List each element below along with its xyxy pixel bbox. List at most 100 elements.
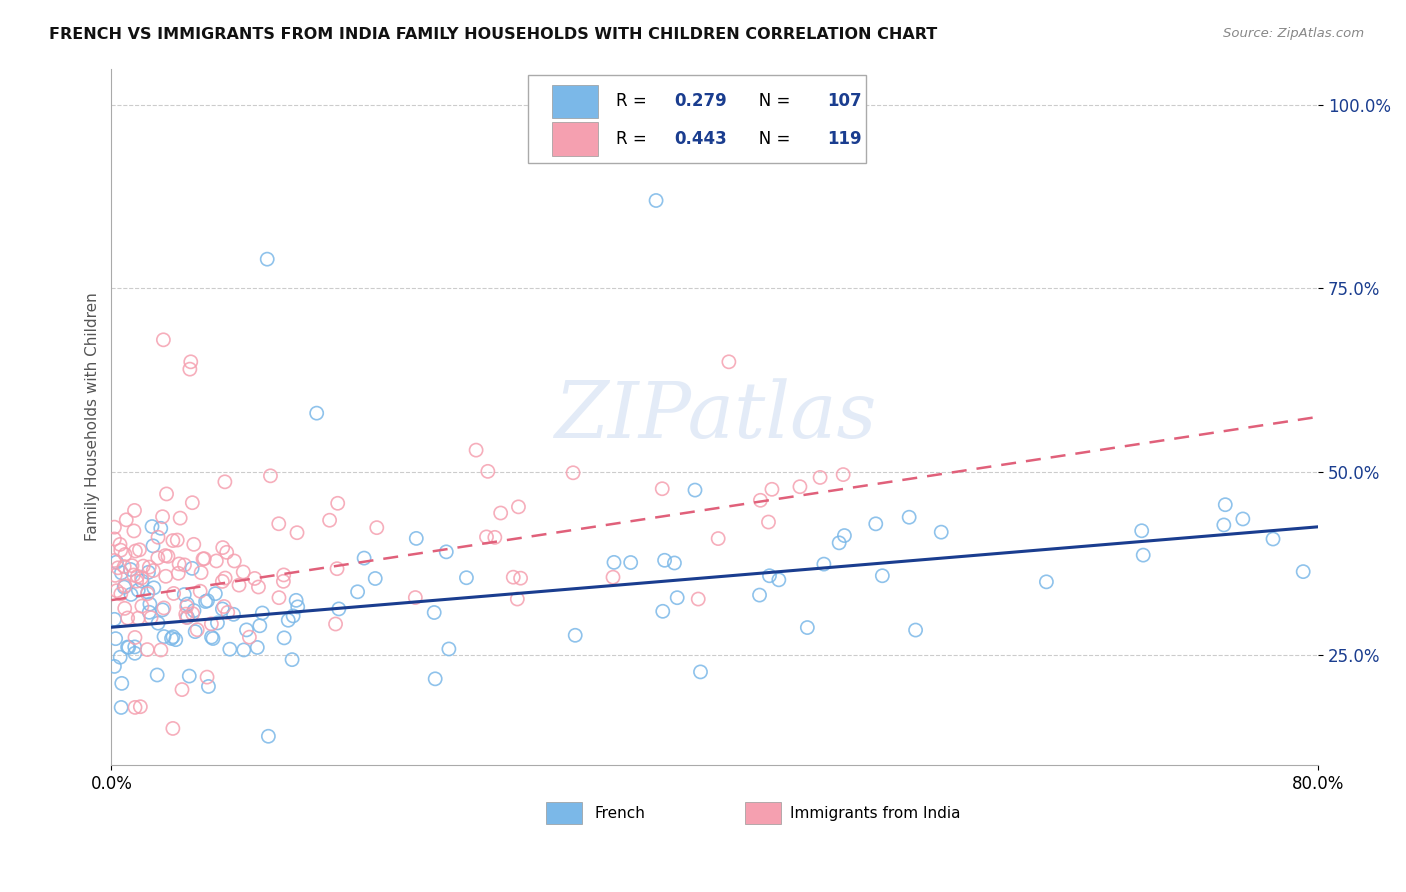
- Point: [405, 532, 427, 546]
- Point: [149, 521, 172, 535]
- Point: [929, 525, 952, 540]
- Point: [108, 650, 131, 665]
- Point: [176, 597, 198, 611]
- Point: [214, 475, 236, 489]
- Point: [437, 642, 460, 657]
- Text: 0.443: 0.443: [673, 130, 727, 148]
- Point: [181, 496, 204, 510]
- Point: [160, 632, 183, 646]
- Point: [1130, 524, 1153, 538]
- Point: [114, 601, 136, 615]
- Point: [1035, 574, 1057, 589]
- Point: [162, 722, 184, 736]
- Point: [141, 519, 163, 533]
- Point: [287, 599, 309, 614]
- Point: [318, 513, 340, 527]
- Point: [666, 591, 689, 605]
- Point: [645, 194, 668, 208]
- Point: [200, 630, 222, 644]
- Point: [1232, 512, 1254, 526]
- Point: [194, 594, 217, 608]
- Point: [509, 571, 531, 585]
- Point: [207, 615, 229, 630]
- Point: [110, 700, 132, 714]
- Point: [179, 362, 201, 376]
- Point: [603, 555, 626, 569]
- Point: [138, 566, 160, 580]
- Point: [146, 530, 169, 544]
- Point: [110, 566, 132, 580]
- Point: [602, 570, 624, 584]
- Text: R =: R =: [616, 130, 652, 148]
- Point: [173, 588, 195, 602]
- FancyBboxPatch shape: [553, 122, 598, 156]
- Point: [898, 510, 921, 524]
- Point: [211, 541, 233, 555]
- Point: [146, 550, 169, 565]
- Point: [256, 252, 278, 267]
- Point: [834, 528, 856, 542]
- Point: [122, 568, 145, 582]
- Point: [217, 606, 239, 620]
- Point: [191, 551, 214, 566]
- Point: [1212, 518, 1234, 533]
- Point: [195, 670, 218, 684]
- Point: [124, 631, 146, 645]
- Point: [136, 642, 159, 657]
- Point: [281, 609, 304, 624]
- Point: [904, 623, 927, 637]
- Point: [118, 640, 141, 655]
- Point: [259, 468, 281, 483]
- Point: [484, 530, 506, 544]
- Point: [235, 623, 257, 637]
- Point: [232, 565, 254, 579]
- Point: [138, 560, 160, 574]
- Point: [122, 524, 145, 538]
- Point: [115, 513, 138, 527]
- Point: [184, 624, 207, 639]
- Text: 107: 107: [827, 93, 862, 111]
- Point: [183, 604, 205, 618]
- Point: [188, 584, 211, 599]
- Point: [749, 493, 772, 508]
- Point: [110, 587, 132, 601]
- Point: [475, 530, 498, 544]
- Point: [107, 561, 129, 575]
- Point: [193, 551, 215, 566]
- Point: [257, 729, 280, 743]
- Point: [169, 511, 191, 525]
- Text: 119: 119: [827, 130, 862, 148]
- FancyBboxPatch shape: [553, 85, 598, 118]
- Point: [218, 642, 240, 657]
- Point: [502, 570, 524, 584]
- Point: [366, 521, 388, 535]
- Point: [215, 545, 238, 559]
- Point: [285, 593, 308, 607]
- FancyBboxPatch shape: [527, 76, 866, 162]
- Point: [162, 630, 184, 644]
- Point: [129, 699, 152, 714]
- Point: [212, 599, 235, 614]
- Point: [707, 532, 730, 546]
- Point: [434, 545, 457, 559]
- Point: [651, 482, 673, 496]
- Text: FRENCH VS IMMIGRANTS FROM INDIA FAMILY HOUSEHOLDS WITH CHILDREN CORRELATION CHAR: FRENCH VS IMMIGRANTS FROM INDIA FAMILY H…: [49, 27, 938, 42]
- Point: [273, 574, 295, 589]
- Y-axis label: Family Households with Children: Family Households with Children: [86, 293, 100, 541]
- Text: French: French: [595, 805, 645, 821]
- Point: [190, 566, 212, 580]
- Point: [224, 554, 246, 568]
- Point: [108, 537, 131, 551]
- Point: [117, 611, 139, 625]
- Point: [153, 601, 176, 615]
- Point: [139, 610, 162, 624]
- Point: [277, 613, 299, 627]
- Point: [238, 630, 260, 644]
- Point: [131, 599, 153, 614]
- Point: [111, 676, 134, 690]
- Point: [423, 606, 446, 620]
- Point: [247, 580, 270, 594]
- Text: ZIPatlas: ZIPatlas: [554, 378, 876, 455]
- Point: [748, 588, 770, 602]
- Text: 0.279: 0.279: [673, 93, 727, 111]
